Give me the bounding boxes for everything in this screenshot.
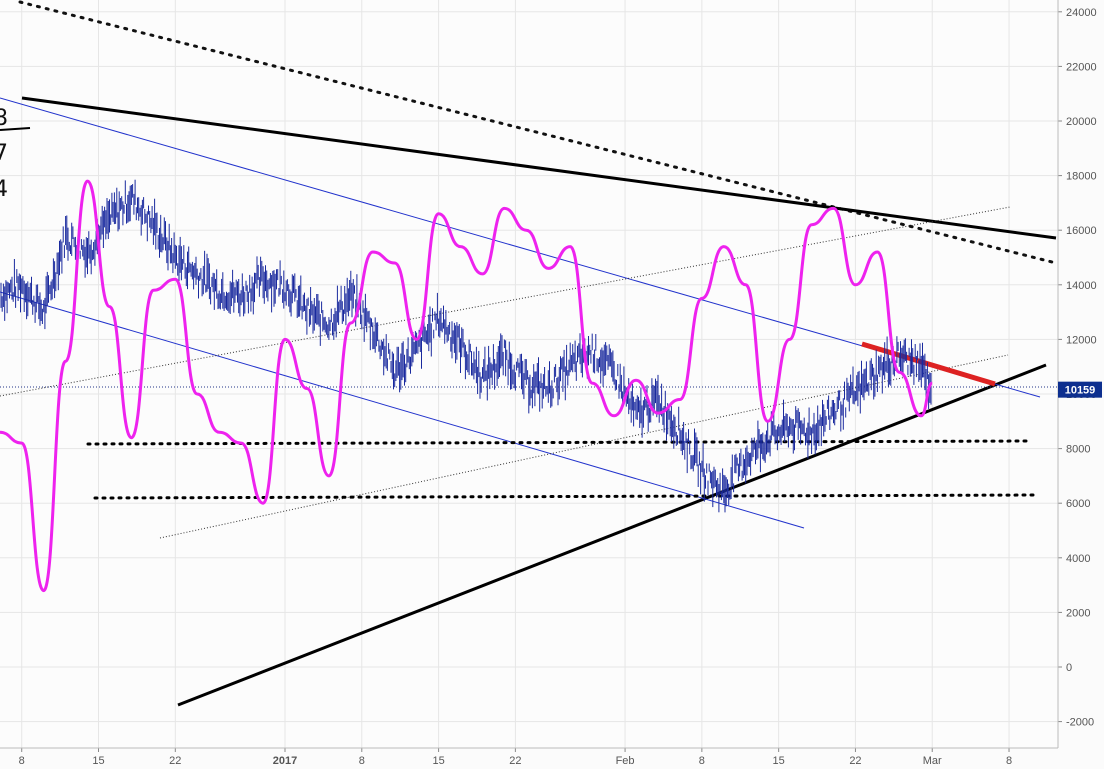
plot-background bbox=[0, 0, 1058, 748]
x-tick-label: 8 bbox=[359, 755, 365, 767]
y-tick-label: 22000 bbox=[1066, 61, 1097, 73]
left-edge-tick bbox=[0, 127, 31, 131]
solid-support-line bbox=[177, 363, 1047, 707]
x-tick-label: 15 bbox=[92, 755, 104, 767]
y-tick-label: 16000 bbox=[1066, 225, 1097, 237]
y-tick-label: 20000 bbox=[1066, 116, 1097, 128]
y-tick-label: 24000 bbox=[1066, 7, 1097, 19]
red-descending-line bbox=[861, 341, 996, 387]
x-tick-label: 8 bbox=[699, 755, 705, 767]
current-price-tag bbox=[1058, 381, 1102, 398]
x-tick-label: Feb bbox=[616, 755, 635, 767]
y-tick-label: 2000 bbox=[1066, 607, 1090, 619]
dotted-channel-upper bbox=[0, 206, 1011, 397]
x-tick-label: 22 bbox=[169, 755, 181, 767]
x-tick-label: 22 bbox=[509, 755, 521, 767]
left-edge-glyph: 7 bbox=[0, 141, 8, 166]
y-tick-label: 14000 bbox=[1066, 280, 1097, 292]
dotted-channel-lower bbox=[159, 354, 1009, 539]
dotted-support-6100 bbox=[93, 493, 1038, 500]
oscillator-line bbox=[0, 179, 934, 593]
y-tick-label: 4000 bbox=[1066, 553, 1090, 565]
solid-resistance-line bbox=[21, 96, 1057, 240]
dotted-support-8100 bbox=[86, 439, 1030, 446]
grid-layer bbox=[0, 0, 1058, 748]
y-tick-label: 8000 bbox=[1066, 444, 1090, 456]
x-tick-label: 2017 bbox=[273, 755, 297, 767]
x-tick-label: 8 bbox=[1006, 755, 1012, 767]
blue-channel-lower bbox=[0, 291, 805, 529]
y-tick-label: -2000 bbox=[1066, 717, 1094, 729]
left-edge-glyph: 4 bbox=[0, 177, 8, 202]
x-tick-label: Mar bbox=[923, 755, 942, 767]
price-series bbox=[0, 179, 932, 513]
y-tick-label: 0 bbox=[1066, 662, 1072, 674]
x-tick-label: 15 bbox=[432, 755, 444, 767]
x-tick-label: 8 bbox=[19, 755, 25, 767]
x-tick-label: 15 bbox=[773, 755, 785, 767]
y-tick-label: 18000 bbox=[1066, 171, 1097, 183]
left-edge-glyph: 8 bbox=[0, 106, 8, 131]
dotted-resistance-line bbox=[18, 0, 1058, 265]
annotation-layer: 8 7 4 bbox=[0, 0, 1058, 707]
oscillator-series bbox=[0, 179, 934, 593]
current-price-label: 10159 bbox=[1065, 385, 1096, 397]
y-tick-label: 12000 bbox=[1066, 334, 1097, 346]
y-tick-label: 6000 bbox=[1066, 498, 1090, 510]
x-tick-label: 22 bbox=[849, 755, 861, 767]
